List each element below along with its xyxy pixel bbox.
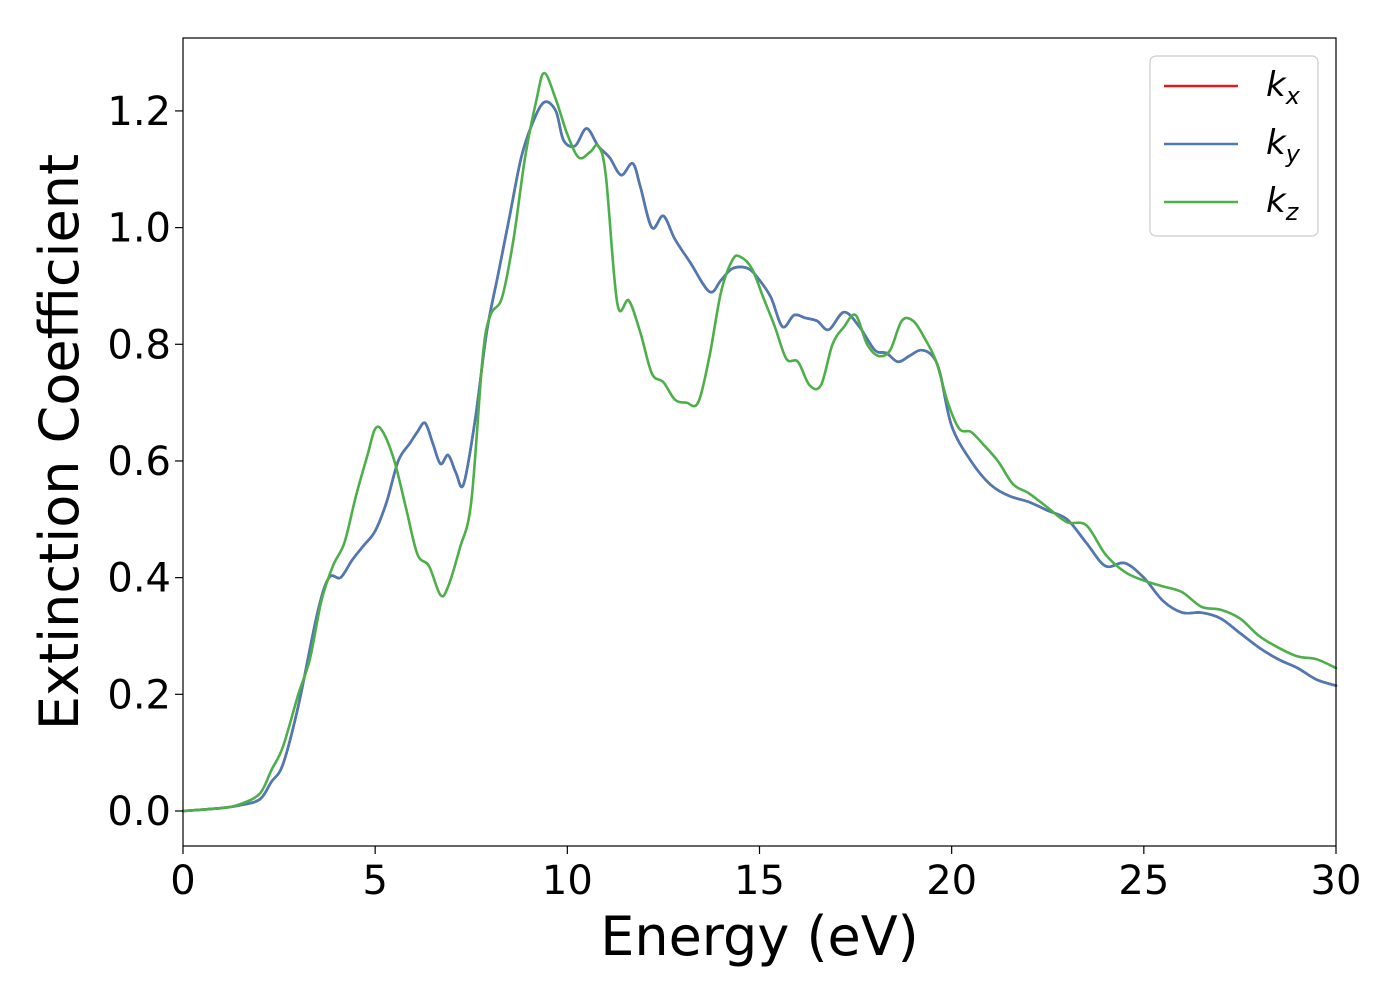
series-line-kz [181, 71, 1338, 813]
x-tick-label: 20 [926, 858, 977, 904]
y-tick-label: 0.0 [107, 789, 171, 835]
x-tick-label: 5 [362, 858, 387, 904]
x-tick-label: 0 [170, 858, 195, 904]
legend: kx ky kz [1149, 55, 1319, 237]
x-axis-label: Energy (eV) [600, 905, 919, 968]
y-tick-label: 0.8 [107, 322, 171, 368]
legend-label-kx: kx [1266, 65, 1301, 110]
plot-area [183, 38, 1336, 846]
legend-label-ky: ky [1266, 123, 1301, 168]
x-tick-label: 30 [1311, 858, 1362, 904]
legend-box [1149, 55, 1319, 237]
y-tick-label: 0.2 [107, 672, 171, 718]
x-tick-label: 15 [734, 858, 785, 904]
y-axis-label: Extinction Coefficient [28, 154, 91, 730]
y-tick-label: 0.4 [107, 556, 171, 602]
y-tick-label: 0.6 [107, 439, 171, 485]
x-axis: 0 5 10 15 20 25 30 [170, 846, 1361, 904]
x-tick-label: 10 [542, 858, 593, 904]
series-layer [181, 71, 1338, 813]
y-tick-label: 1.0 [107, 206, 171, 252]
legend-items: kx ky kz [1164, 65, 1301, 226]
y-tick-label: 1.2 [107, 89, 171, 135]
x-tick-label: 25 [1118, 858, 1169, 904]
legend-label-kz: kz [1266, 181, 1300, 226]
y-axis: 0.0 0.2 0.4 0.6 0.8 1.0 1.2 [107, 89, 183, 835]
